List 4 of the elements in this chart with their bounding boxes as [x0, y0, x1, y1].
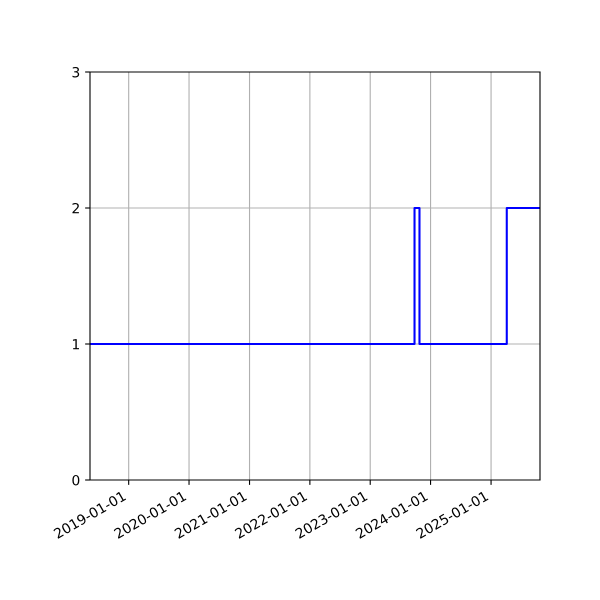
y-tick-label: 2: [72, 202, 79, 214]
y-tick-label: 0: [72, 474, 80, 486]
y-tick-label: 3: [72, 66, 80, 78]
y-tick-label: 1: [72, 339, 79, 350]
